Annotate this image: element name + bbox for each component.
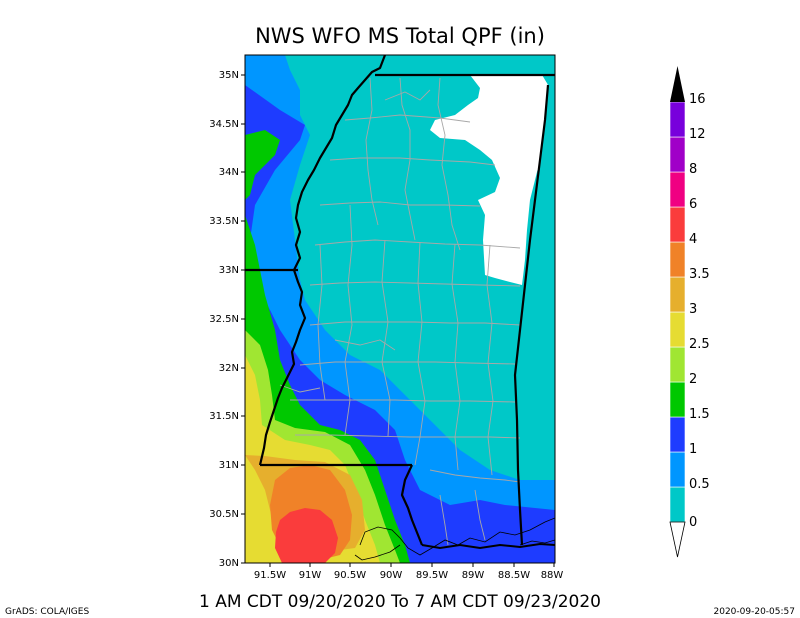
coastline [354,544,401,561]
lat-tick-label: 35N [219,70,239,81]
colorbar-swatch [669,416,686,453]
state-boundaries [245,55,555,546]
grads-credit: GrADS: COLA/IGES [5,607,89,617]
lat-axis: 35N 34.5N 34N 33.5N 33N 32.5N 32N 31.5N … [209,70,245,569]
lat-tick-label: 31N [219,460,239,471]
colorbar-label: 16 [689,92,706,107]
colorbar-label: 6 [689,197,697,212]
qpf-map [245,55,555,563]
lon-tick-label: 90W [380,570,403,581]
lat-tick-label: 34N [219,167,239,178]
colorbar-label: 3.5 [689,267,710,282]
colorbar-label: 1.5 [689,407,710,422]
colorbar-label: 2 [689,372,697,387]
lat-tick-label: 32N [219,363,239,374]
colorbar-swatch [669,276,686,313]
lat-tick-label: 30N [219,558,239,569]
colorbar-swatch [669,346,686,383]
colorbar-swatch [669,311,686,348]
lat-tick-label: 32.5N [209,314,239,325]
colorbar-swatch [669,136,686,173]
map-frame [244,54,556,564]
no-data-area [508,75,548,180]
colorbar-swatch [669,451,686,488]
colorbar-swatch [669,241,686,278]
lon-tick-label: 91W [299,570,322,581]
colorbar-swatch [669,486,686,523]
qpf-band-1.5-2 [245,130,280,200]
lat-tick-label: 33.5N [209,216,239,227]
colorbar-swatch [669,171,686,208]
colorbar [669,66,686,558]
lon-tick-label: 90.5W [334,570,366,581]
colorbar-swatch [669,101,686,138]
map-title: NWS WFO MS Total QPF (in) [255,24,545,48]
lon-tick-label: 89.5W [416,570,448,581]
colorbar-label: 2.5 [689,337,710,352]
colorbar-overflow-arrow [670,66,685,102]
gulf-coastline [421,542,555,550]
lon-tick-label: 91.5W [254,570,286,581]
generated-timestamp: 2020-09-20-05:57 [714,607,796,617]
coastline [519,539,555,546]
coastline [359,517,555,556]
colorbar-labels: 16 12 8 6 4 3.5 3 2.5 2 1.5 1 0.5 0 [689,92,710,530]
lon-tick-label: 88W [541,570,564,581]
colorbar-underflow-arrow [669,521,686,558]
colorbar-label: 8 [689,162,697,177]
valid-period: 1 AM CDT 09/20/2020 To 7 AM CDT 09/23/20… [199,592,601,612]
colorbar-label: 0 [689,515,697,530]
lat-tick-label: 34.5N [209,119,239,130]
lon-tick-label: 89W [462,570,485,581]
lat-tick-label: 31.5N [209,411,239,422]
lon-axis: 91.5W 91W 90.5W 90W 89.5W 89W 88.5W 88W [254,563,563,581]
colorbar-label: 0.5 [689,477,710,492]
colorbar-swatch [669,206,686,243]
county-lines [279,77,521,546]
colorbar-label: 4 [689,232,697,247]
lat-tick-label: 33N [219,265,239,276]
colorbar-label: 1 [689,442,697,457]
colorbar-label: 3 [689,302,697,317]
lat-tick-label: 30.5N [209,509,239,520]
colorbar-swatch [669,381,686,418]
lon-tick-label: 88.5W [498,570,530,581]
qpf-band-4-6 [275,508,338,563]
colorbar-label: 12 [689,127,706,142]
